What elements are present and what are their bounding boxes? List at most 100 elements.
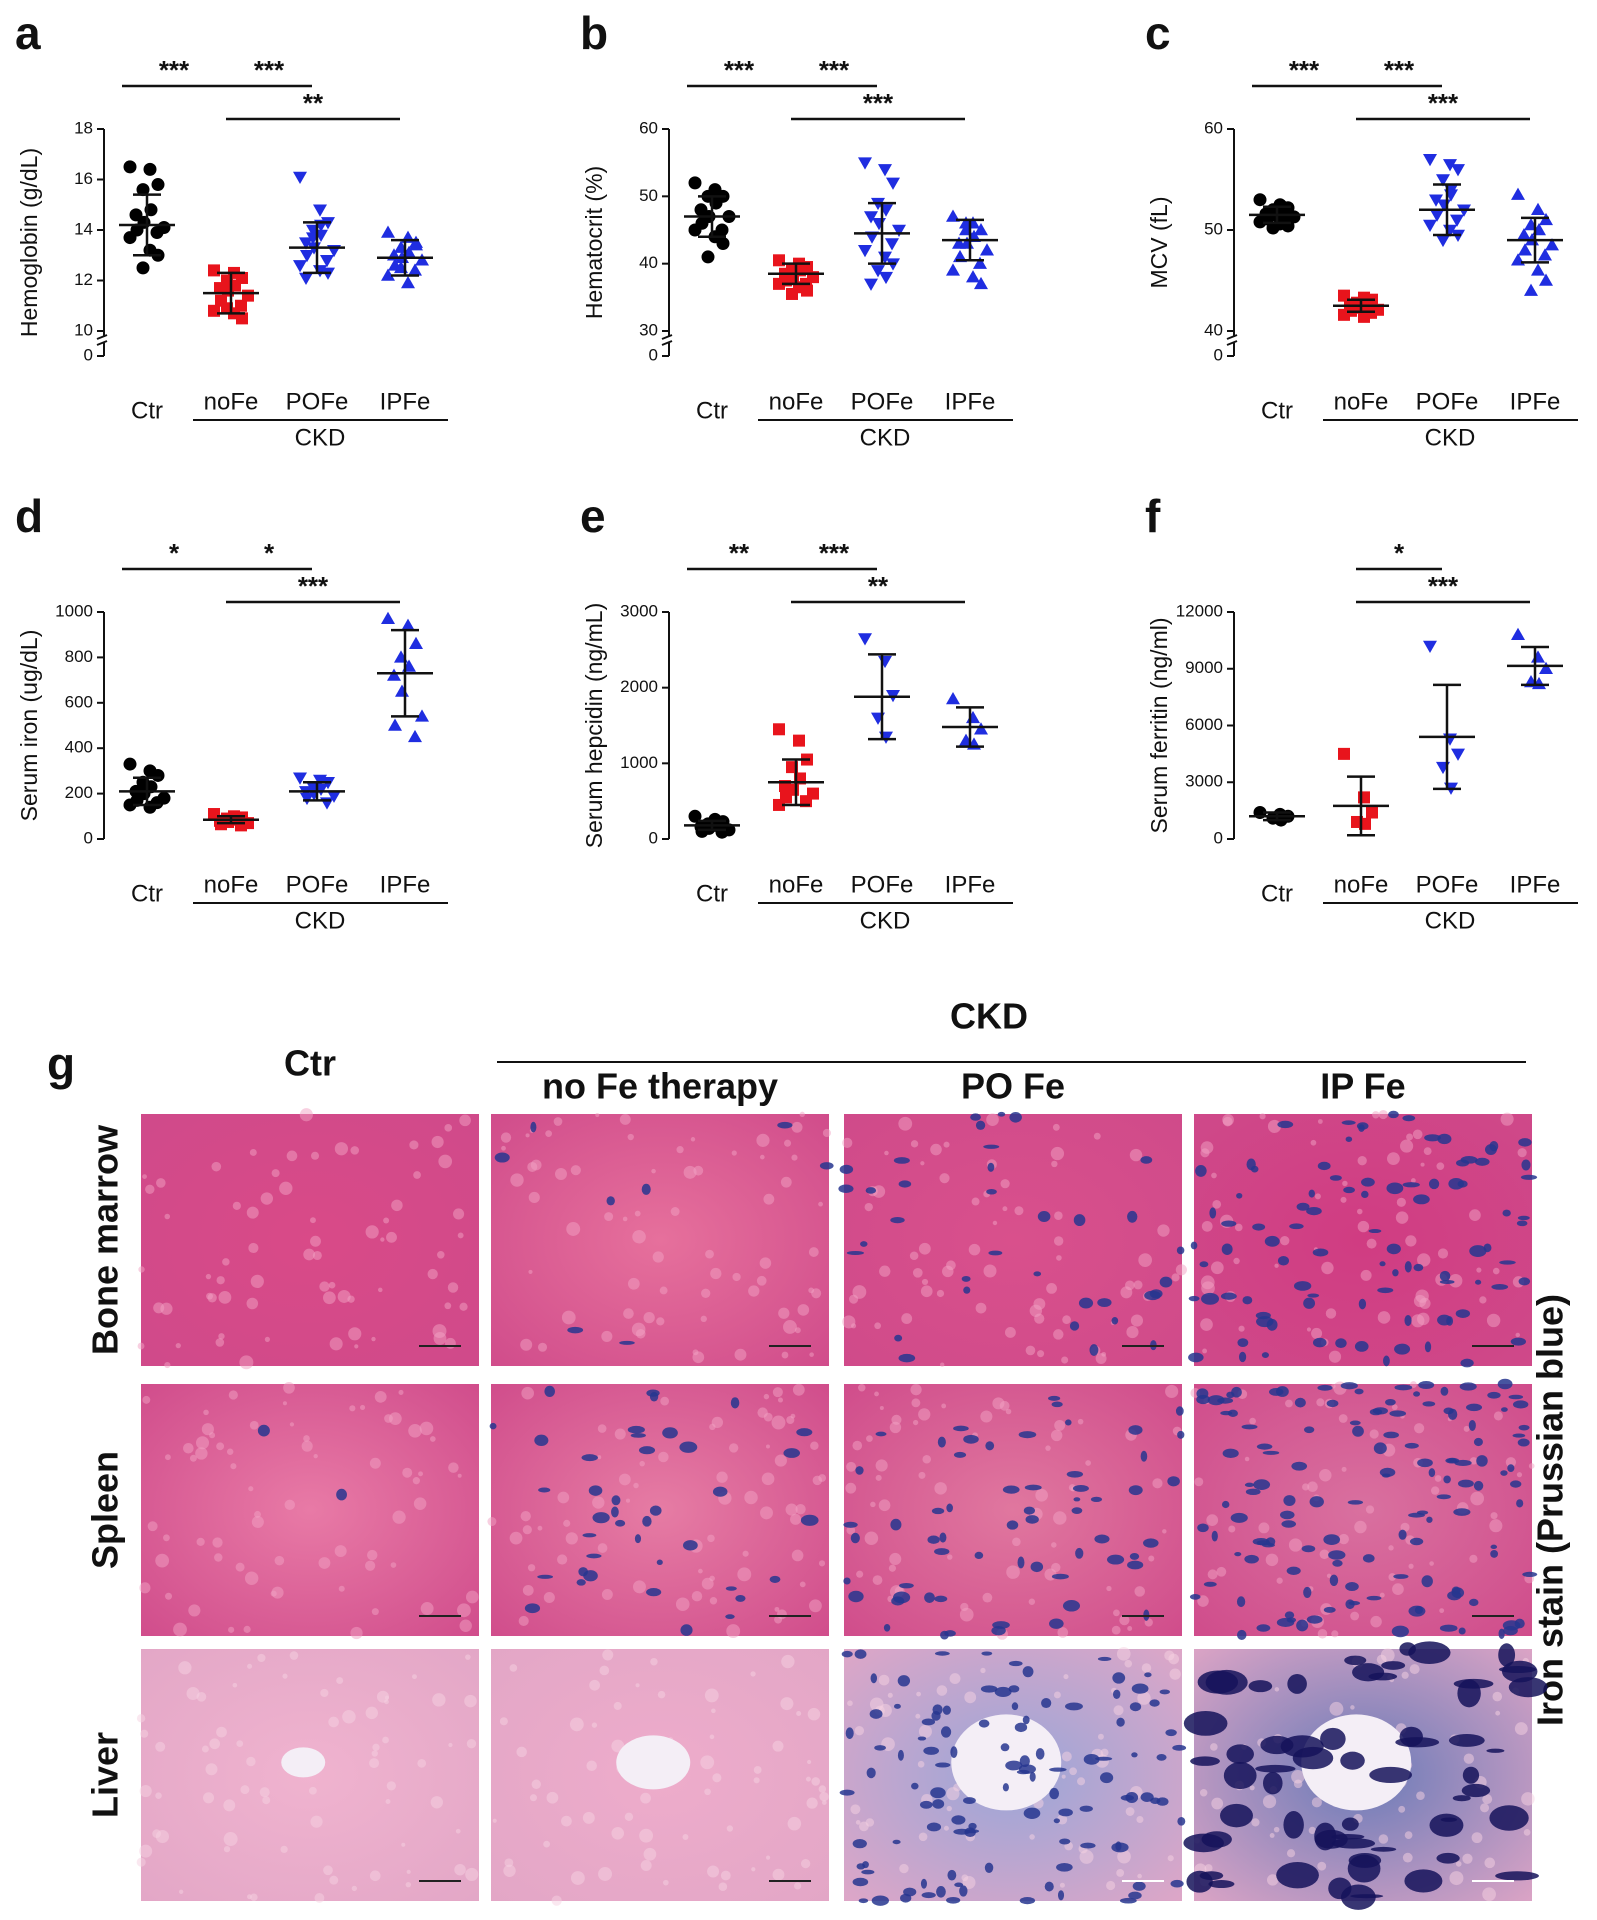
tissue-texture <box>1267 1119 1282 1133</box>
tissue-texture <box>946 1805 952 1812</box>
tissue-texture <box>809 1599 822 1613</box>
tissue-texture <box>521 1386 534 1400</box>
y-tick-label: 30 <box>639 320 658 339</box>
iron-deposit <box>1223 1761 1257 1790</box>
iron-deposit <box>1516 1220 1528 1227</box>
iron-deposit <box>1073 1214 1086 1227</box>
iron-deposit <box>953 1425 969 1432</box>
tissue-texture <box>918 1471 926 1479</box>
x-tick-label: POFe <box>286 871 349 898</box>
tissue-texture <box>759 1154 765 1160</box>
tissue-texture <box>279 1181 293 1195</box>
vessel-lumen <box>951 1714 1062 1811</box>
data-point <box>773 723 785 736</box>
iron-deposit <box>1468 1419 1476 1431</box>
iron-deposit <box>953 1451 967 1458</box>
iron-deposit <box>890 1216 905 1224</box>
tissue-texture <box>543 1840 550 1848</box>
chart: d Serum iron (ug/dL) 0 200 400 600 800 1000 Ctr n… <box>15 490 448 934</box>
tissue-texture <box>1319 1549 1330 1560</box>
significance-label: *** <box>159 55 190 85</box>
iron-deposit <box>1195 1164 1207 1177</box>
tissue-texture <box>660 1396 669 1406</box>
iron-deposit <box>1381 1661 1406 1670</box>
tissue-texture <box>771 1415 786 1430</box>
significance-label: *** <box>819 538 850 568</box>
iron-deposit <box>1354 1341 1369 1352</box>
tissue-texture <box>651 1168 656 1174</box>
tissue-texture <box>247 1894 252 1900</box>
iron-deposit <box>924 1592 935 1603</box>
tissue-texture <box>633 1482 639 1489</box>
tissue-texture <box>1366 1238 1377 1249</box>
iron-deposit <box>796 1428 813 1437</box>
iron-deposit <box>1112 1672 1126 1684</box>
tissue-texture <box>1338 1533 1349 1545</box>
iron-deposit <box>1119 1897 1137 1904</box>
iron-deposit <box>860 1241 868 1247</box>
iron-deposit <box>1190 1241 1198 1250</box>
iron-deposit <box>1072 1484 1089 1492</box>
data-point <box>688 809 702 823</box>
data-point <box>966 270 980 283</box>
tissue-texture <box>1266 1874 1279 1886</box>
tissue-texture <box>372 1743 380 1751</box>
iron-deposit <box>1385 1398 1396 1406</box>
iron-deposit <box>1520 1174 1538 1180</box>
iron-deposit <box>1097 1656 1112 1661</box>
iron-deposit <box>1009 1112 1022 1123</box>
tissue-texture <box>136 1714 146 1723</box>
tissue-texture <box>371 1750 378 1757</box>
iron-deposit <box>1111 1316 1119 1325</box>
tissue-texture <box>1117 1849 1131 1864</box>
tissue-texture <box>1000 1179 1010 1189</box>
tissue-texture <box>427 1268 438 1280</box>
iron-deposit <box>680 1624 693 1636</box>
tissue-texture <box>203 1409 209 1416</box>
tissue-texture <box>1419 1297 1431 1310</box>
tissue-texture <box>918 1724 932 1738</box>
tissue-texture <box>546 1791 559 1804</box>
data-point <box>1423 640 1437 654</box>
iron-deposit <box>1227 1409 1238 1417</box>
iron-deposit <box>1460 1358 1474 1368</box>
tissue-texture <box>1409 1381 1417 1388</box>
x-tick-label: POFe <box>1416 388 1479 415</box>
tissue-texture <box>418 1471 423 1477</box>
tissue-texture <box>1340 1196 1347 1203</box>
y-tick-label: 60 <box>639 118 658 137</box>
tissue-texture <box>1101 1351 1107 1357</box>
iron-deposit <box>257 1424 270 1437</box>
data-point <box>858 157 872 170</box>
data-point <box>966 710 980 724</box>
tissue-texture <box>1127 1626 1133 1631</box>
tissue-texture <box>791 1121 803 1133</box>
tissue-texture <box>186 1687 200 1701</box>
x-tick-label: noFe <box>769 871 824 898</box>
y-tick-label: 2000 <box>620 677 658 696</box>
tissue-texture <box>531 1779 541 1789</box>
tissue-texture <box>635 1328 646 1339</box>
iron-deposit <box>1056 1862 1073 1872</box>
data-point <box>1545 238 1559 251</box>
tissue-texture <box>164 1213 171 1220</box>
y-tick-label: 800 <box>65 647 93 666</box>
iron-deposit <box>1059 1838 1071 1845</box>
tissue-texture <box>1057 1814 1068 1825</box>
tissue-texture <box>632 1229 646 1244</box>
tissue-texture <box>1222 1116 1233 1127</box>
iron-deposit <box>843 1521 858 1528</box>
tissue-texture <box>369 1457 381 1469</box>
tissue-texture <box>299 1108 313 1122</box>
iron-deposit <box>1049 1767 1067 1772</box>
data-point <box>688 223 702 237</box>
data-point <box>1518 243 1532 256</box>
tissue-texture <box>1401 1671 1409 1679</box>
data-point <box>401 618 415 631</box>
tissue-texture <box>216 1726 227 1738</box>
tissue-texture <box>918 1242 931 1255</box>
tissue-texture <box>691 1590 703 1602</box>
tissue-texture <box>408 1423 422 1438</box>
tissue-texture <box>142 1174 147 1179</box>
tissue-texture <box>1493 1267 1500 1275</box>
